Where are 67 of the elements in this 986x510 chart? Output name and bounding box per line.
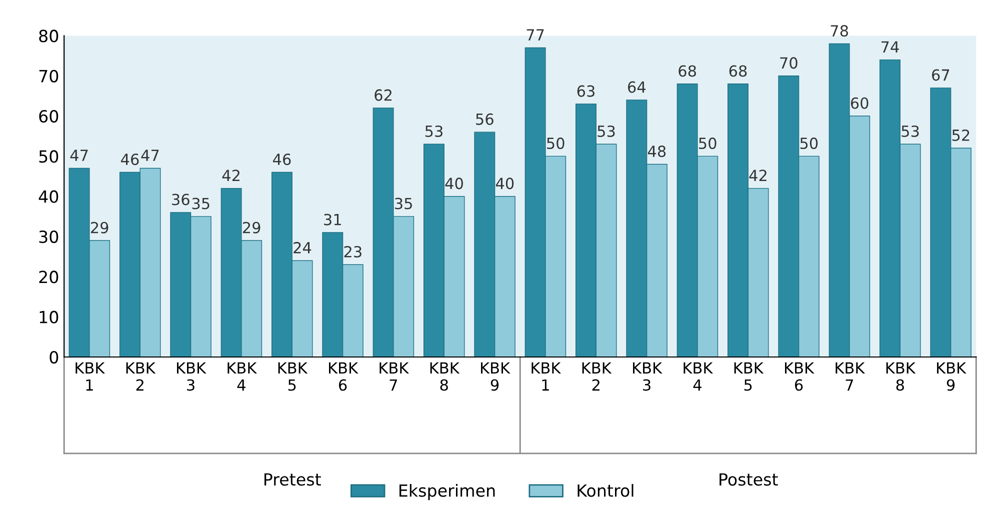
- data-label: 31: [324, 214, 341, 226]
- x-tick-label: KBK 5: [734, 362, 764, 391]
- x-tick-label: KBK 1: [76, 362, 106, 391]
- data-label: 53: [598, 125, 615, 138]
- data-label: 35: [395, 198, 412, 210]
- y-tick-label: 70: [39, 70, 58, 82]
- data-label: 64: [628, 81, 646, 93]
- data-label: 53: [425, 125, 442, 138]
- y-tick-label: 30: [39, 230, 58, 244]
- data-label: 35: [192, 198, 210, 210]
- data-label: 68: [729, 65, 747, 77]
- data-label: 74: [882, 41, 899, 52]
- data-label: 63: [577, 85, 594, 97]
- y-tick-label: 10: [40, 310, 58, 324]
- data-label: 53: [902, 125, 919, 138]
- x-tick-label: KBK 1: [532, 362, 562, 391]
- x-tick-label: KBK 2: [126, 362, 156, 391]
- text: Postest: [720, 473, 778, 486]
- data-label: 47: [141, 150, 159, 161]
- data-label: 29: [90, 222, 108, 234]
- data-label: 47: [70, 150, 88, 161]
- data-label: 46: [120, 154, 139, 166]
- data-label: 56: [476, 113, 494, 125]
- x-tick-label: KBK 6: [329, 362, 358, 391]
- data-label: 52: [952, 129, 970, 142]
- x-tick-label: KBK 2: [582, 362, 612, 391]
- x-tick-label: KBK 8: [430, 362, 460, 391]
- data-label: 42: [749, 170, 766, 181]
- data-label: 48: [648, 146, 666, 158]
- text: Pretest: [264, 473, 321, 486]
- y-tick-label: 80: [39, 30, 58, 42]
- data-label: 46: [272, 154, 291, 166]
- data-label: 40: [496, 178, 514, 190]
- x-tick-label: KBK 7: [380, 362, 410, 391]
- data-label: 42: [222, 170, 240, 181]
- y-tick-label: 40: [38, 190, 58, 203]
- data-label: 50: [547, 138, 564, 150]
- data-label: 36: [172, 194, 190, 206]
- data-label: 23: [344, 246, 362, 258]
- data-label: 24: [294, 242, 312, 254]
- legend-label: Kontrol: [578, 484, 634, 497]
- y-tick-label: 60: [39, 110, 58, 123]
- data-label: 67: [932, 69, 950, 81]
- y-tick-label: 50: [39, 150, 58, 163]
- data-label: 40: [445, 178, 463, 190]
- data-label: 29: [242, 222, 260, 234]
- data-label: 50: [800, 138, 818, 150]
- y-tick-label: 20: [39, 270, 58, 284]
- data-label: 77: [526, 29, 544, 40]
- x-tick-label: KBK 4: [228, 362, 258, 391]
- y-tick-label: 0: [50, 350, 58, 364]
- x-tick-label: KBK 5: [278, 362, 308, 391]
- data-label: 50: [699, 138, 716, 150]
- x-tick-label: KBK 9: [481, 362, 510, 391]
- data-label: 60: [850, 97, 868, 109]
- data-label: 70: [780, 57, 798, 69]
- data-label: 62: [374, 89, 392, 101]
- data-label: 68: [678, 65, 696, 77]
- x-tick-label: KBK 4: [684, 362, 714, 391]
- x-tick-label: KBK 7: [836, 362, 866, 391]
- x-tick-label: KBK 9: [937, 362, 966, 391]
- legend-label: Eksperimen: [400, 484, 495, 500]
- x-tick-label: KBK 3: [633, 362, 662, 391]
- x-tick-label: KBK 6: [785, 362, 814, 391]
- x-tick-label: KBK 8: [886, 362, 916, 391]
- data-label: 78: [830, 25, 848, 37]
- x-tick-label: KBK 3: [177, 362, 206, 391]
